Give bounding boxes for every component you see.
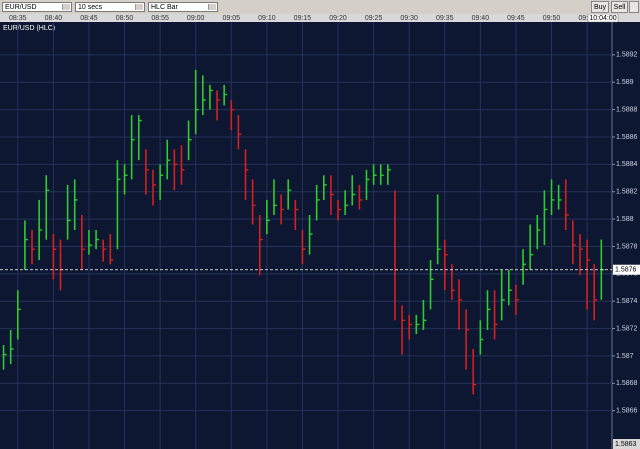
y-tick-label: 1.5884 [616,161,638,168]
x-tick-label: 09:40 [472,15,490,22]
style-select[interactable]: HLC Bar [148,2,218,12]
toolbar: EUR/USD 10 secs HLC Bar Buy Sell [0,0,640,14]
cursor-price-label: 1.5863 [615,441,637,448]
symbol-select[interactable]: EUR/USD [2,2,72,12]
last-price-box [613,264,640,275]
current-time-box [587,14,619,23]
current-time-label: 10:04:00 [589,15,616,22]
sell-button[interactable]: Sell [611,1,628,13]
x-tick-label: 08:40 [45,15,63,22]
x-tick-label: 08:45 [80,15,98,22]
x-tick-label: 09:25 [365,15,383,22]
menu-button[interactable] [629,1,639,13]
last-price-label: 1.5876 [615,267,637,274]
y-tick-label: 1.5882 [616,189,638,196]
buy-button[interactable]: Buy [591,1,609,13]
x-tick-label: 09:45 [507,15,525,22]
y-tick-label: 1.5868 [616,380,638,387]
y-tick-label: 1.5872 [616,325,638,332]
x-tick-label: 08:50 [116,15,134,22]
x-tick-label: 09:30 [400,15,418,22]
y-tick-label: 1.5886 [616,134,638,141]
y-tick-label: 1.587 [616,353,634,360]
time-axis-band [0,14,640,22]
y-tick-label: 1.5888 [616,106,638,113]
cursor-price-box [613,439,640,449]
x-tick-label: 09:20 [329,15,347,22]
x-tick-label: 09:50 [543,15,561,22]
y-tick-label: 1.588 [616,216,634,223]
x-tick-label: 09:15 [294,15,312,22]
x-tick-label: 09:05 [223,15,241,22]
interval-select[interactable]: 10 secs [75,2,145,12]
y-tick-label: 1.5866 [616,408,638,415]
x-tick-label: 08:35 [9,15,27,22]
x-tick-label: 09:35 [436,15,454,22]
x-tick-label: 09:10 [258,15,276,22]
y-tick-label: 1.5892 [616,52,638,59]
x-tick-label: 08:55 [151,15,169,22]
y-tick-label: 1.5878 [616,243,638,250]
x-tick-label: 09:00 [187,15,205,22]
chart: EUR/USD (HLC) 1.5866 1.5868 1.587 1.5872 1.5… [0,14,640,449]
price-axis-band [612,22,640,449]
y-tick-label: 1.589 [616,79,634,86]
y-tick-label: 1.5874 [616,298,638,305]
x-tick-label: 09:55 [578,15,596,22]
chart-title: EUR/USD (HLC) [3,25,55,32]
